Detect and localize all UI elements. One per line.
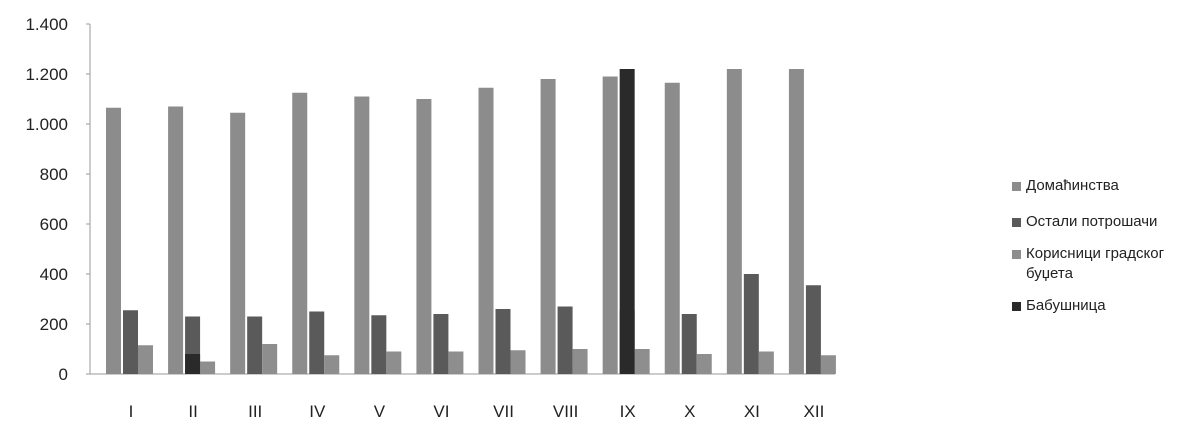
y-tick-label: 1.400 [25,15,68,34]
legend-item-babusnica: Бабушница [1012,296,1194,316]
bar-3-IV [324,355,340,374]
bar-4-IX [619,69,635,374]
bar-1-II [168,106,184,374]
x-tick-label: VII [493,402,514,421]
x-tick-label: VIII [553,402,579,421]
bar-1-X [664,82,680,374]
legend-item-households: Домаћинства [1012,176,1194,196]
bar-3-II [200,361,216,374]
y-tick-label: 200 [40,315,68,334]
bar-1-VI [416,99,432,374]
x-tick-label: III [248,402,262,421]
bar-2-VII [495,309,511,374]
legend-label-city-budget-users: Корисници градског буџета [1026,245,1165,282]
legend-label-households: Домаћинства [1026,177,1119,194]
x-tick-label: VI [433,402,449,421]
x-tick-label: X [684,402,695,421]
bar-4-II [185,354,201,374]
legend-item-city-budget-users: Корисници градског буџета [1012,244,1194,284]
legend-label-babusnica: Бабушница [1026,297,1106,314]
x-tick-label: II [188,402,197,421]
bars [106,69,836,374]
bar-3-X [696,354,712,374]
x-tick-label: XII [804,402,825,421]
x-tick-label: XI [744,402,760,421]
bar-2-VIII [557,306,573,374]
x-tick-label: IX [620,402,636,421]
bar-3-V [386,351,402,374]
bar-2-I [123,310,138,374]
bar-2-XI [743,274,759,374]
bar-3-IX [634,349,650,374]
legend-swatch-city-budget-users [1012,250,1021,259]
bar-1-XI [726,69,742,374]
x-tick-label: IV [309,402,326,421]
bar-3-VI [448,351,464,374]
legend-swatch-other-consumers [1012,218,1021,227]
y-tick-labels: 0 200 400 600 800 1.000 1.200 1.400 [25,15,68,384]
bar-1-IX [602,76,618,374]
bar-1-VIII [540,79,556,374]
y-tick-label: 0 [59,365,68,384]
bar-2-III [247,316,263,374]
y-tick-label: 400 [40,265,68,284]
y-tick-label: 800 [40,165,68,184]
y-tick-label: 1.000 [25,115,68,134]
bar-2-XII [805,285,821,374]
bar-3-VII [510,350,526,374]
legend-swatch-babusnica [1012,302,1021,311]
bar-3-III [262,344,278,374]
x-tick-labels: I II III IV V VI VII VIII IX X XI XII [129,402,825,421]
x-tick-label: I [129,402,134,421]
legend-swatch-households [1012,182,1021,191]
bar-2-V [371,315,387,374]
bar-2-IV [309,311,325,374]
bar-1-I [106,107,121,374]
bar-1-VII [478,87,494,374]
bar-2-X [681,314,697,374]
bar-2-VI [433,314,449,374]
bar-3-VIII [572,349,588,374]
bar-1-IV [292,92,308,374]
legend-label-other-consumers: Остали потрошачи [1026,213,1158,230]
y-tick-label: 1.200 [25,65,68,84]
bar-1-III [230,112,246,374]
legend: Домаћинства Остали потрошачи Корисници г… [1012,176,1194,328]
bar-1-V [354,96,370,374]
bar-3-I [138,345,153,374]
x-tick-label: V [374,402,386,421]
bar-1-XII [788,69,804,374]
bar-3-XII [820,355,836,374]
y-tick-label: 600 [40,215,68,234]
legend-item-other-consumers: Остали потрошачи [1012,212,1194,232]
bar-3-XI [758,351,774,374]
